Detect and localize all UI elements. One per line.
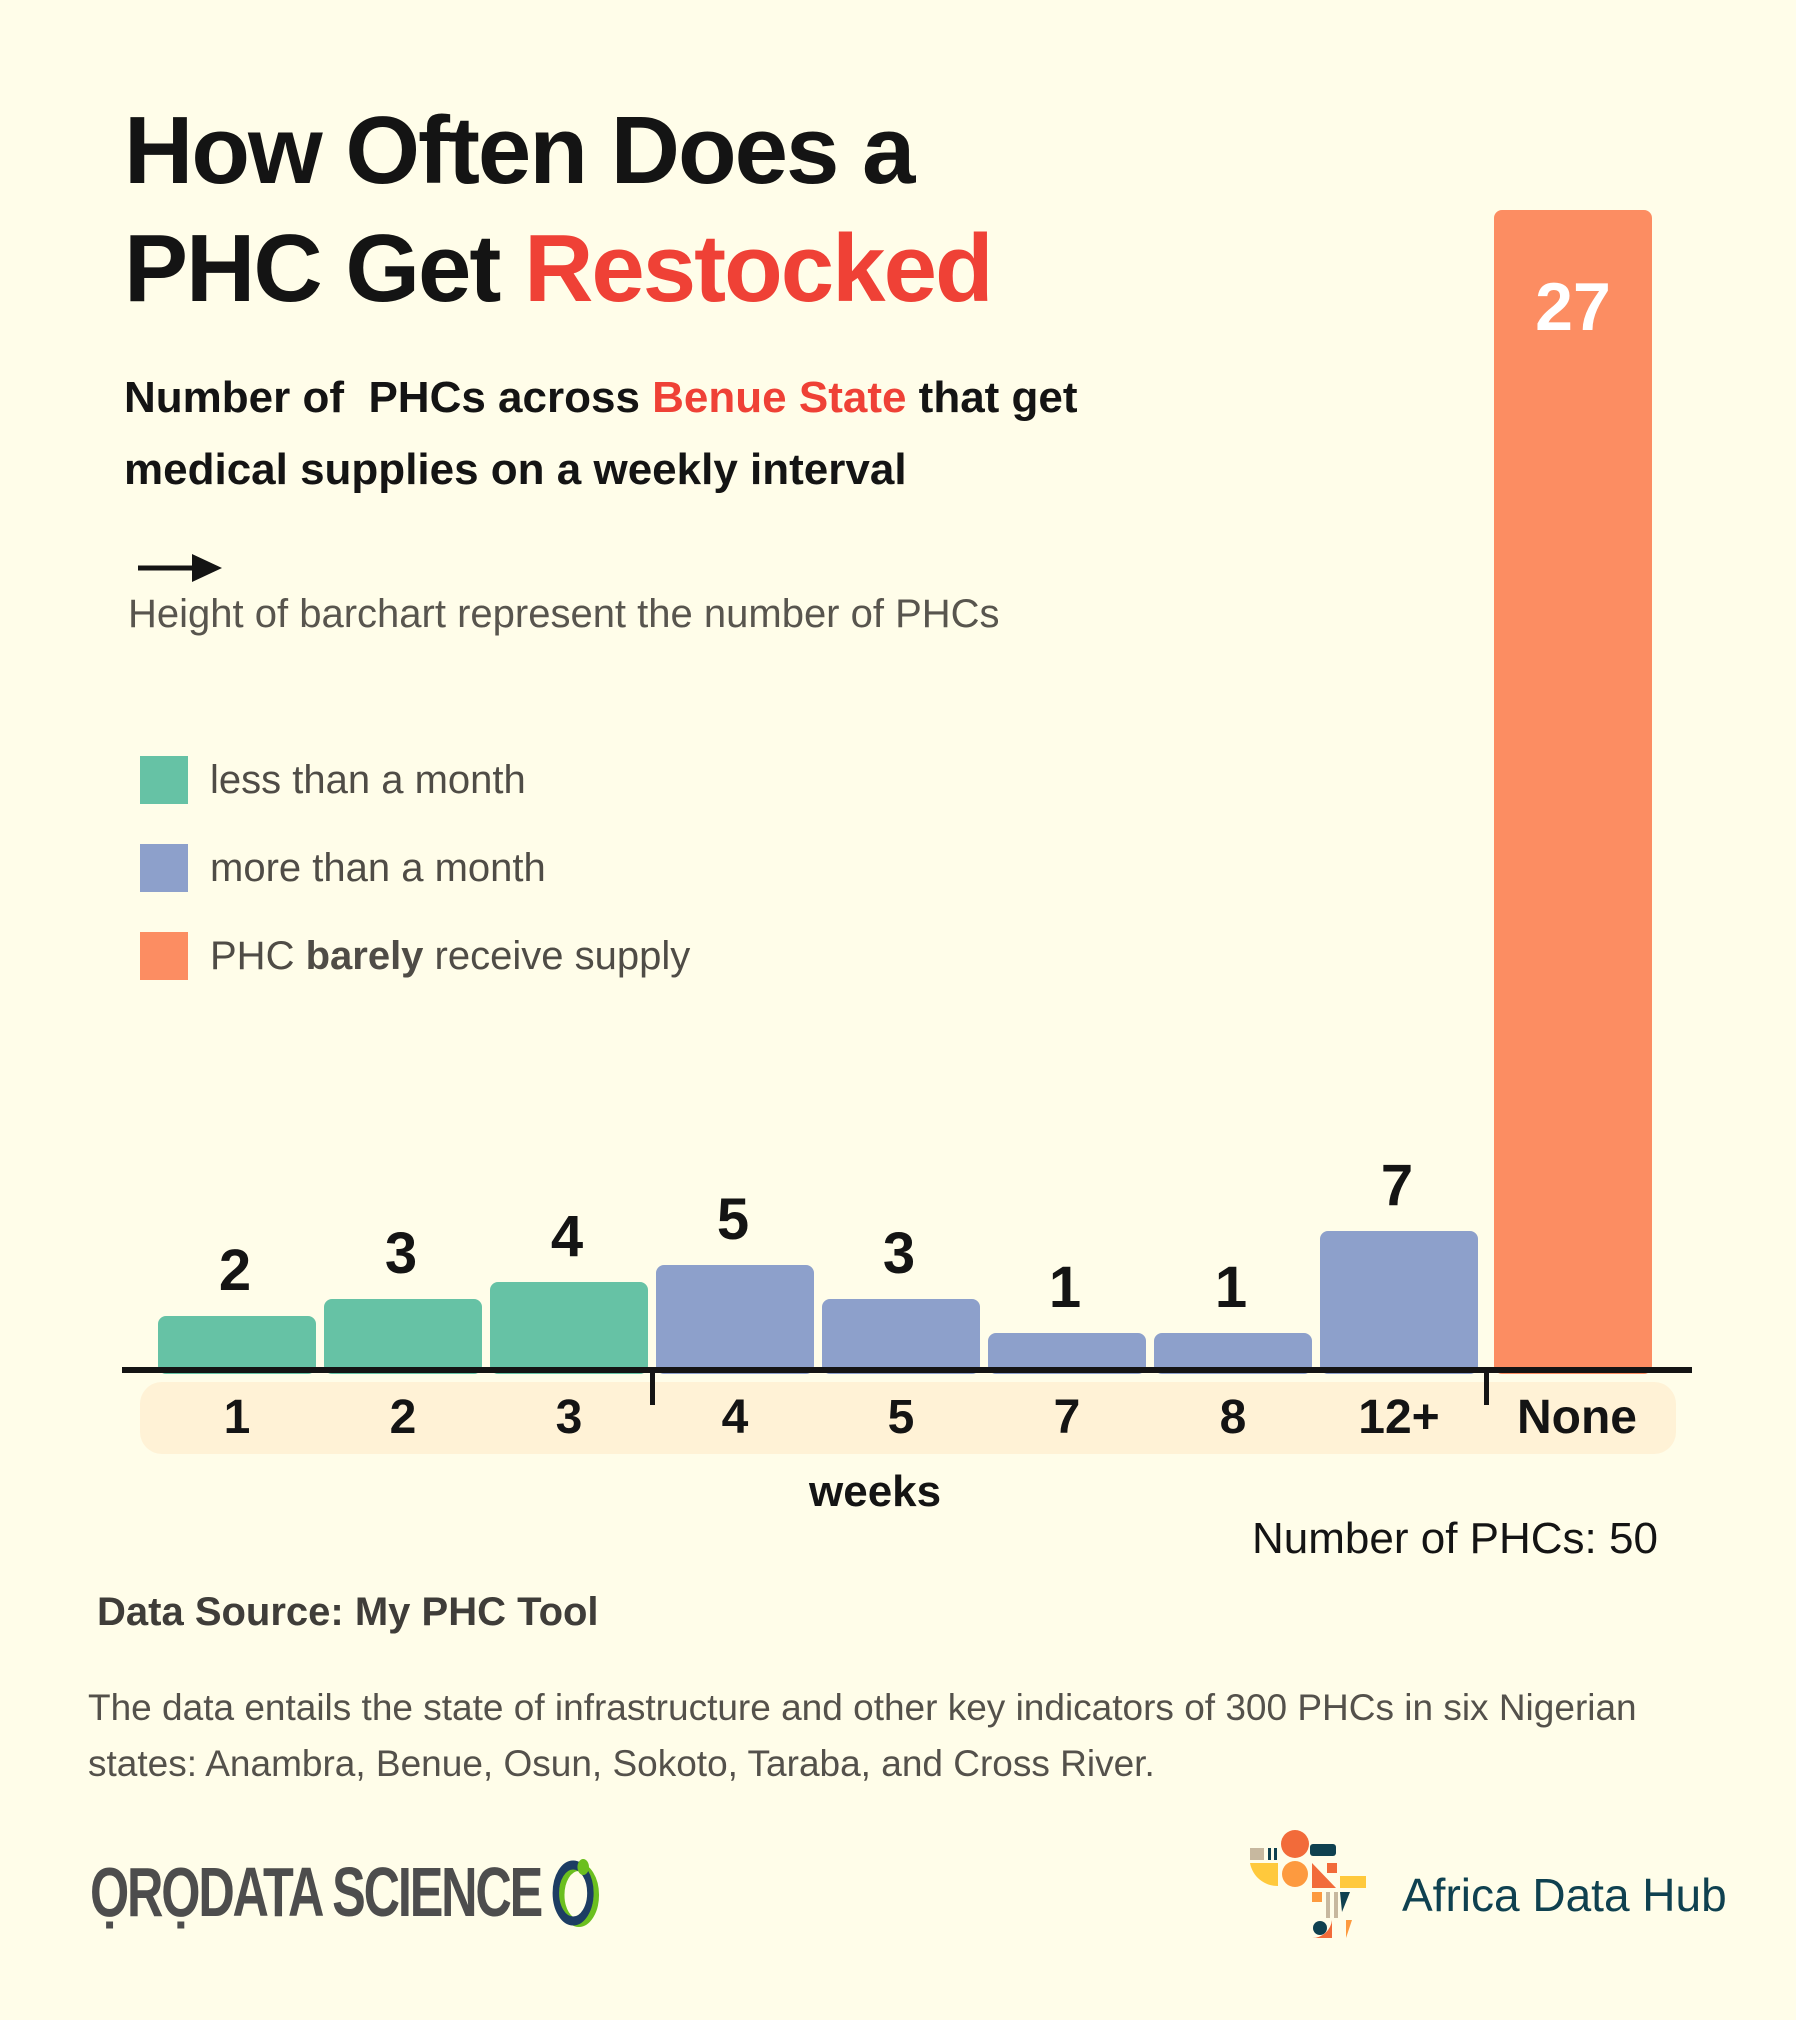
arrow-right-icon [138,554,222,582]
legend-item-less: less than a month [140,756,526,804]
bar-chart: 2 3 4 5 3 1 1 7 27 [158,210,1652,1374]
bar-value-label: 5 [717,1187,749,1252]
legend-swatch-barely [140,932,188,980]
chart-subtitle: Number of PHCs across Benue State that g… [124,362,1078,506]
africa-data-hub-text: Africa Data Hub [1402,1869,1727,1921]
x-axis-label-band [140,1382,1676,1454]
total-count: Number of PHCs: 50 [1252,1514,1658,1563]
x-tick-label: 4 [721,1391,749,1444]
x-tick-label: None [1517,1391,1637,1444]
africa-map-icon [1250,1830,1366,1939]
bar-value-label: 4 [551,1204,583,1269]
legend-label: more than a month [210,845,546,890]
bar-value-label: 3 [385,1221,417,1286]
chart-note: Height of barchart represent the number … [128,592,1000,636]
x-axis-title: weeks [809,1467,942,1516]
legend-label: less than a month [210,757,526,802]
bar-4 [656,1265,814,1374]
x-tick-label: 2 [389,1391,417,1444]
x-tick-label: 3 [555,1391,583,1444]
bar-value-label: 7 [1381,1153,1413,1218]
bar-value-label: 2 [219,1238,251,1303]
group-divider-tick [650,1373,655,1405]
bar-value-label: 1 [1049,1255,1081,1320]
x-tick-label: 5 [887,1391,915,1444]
title-line-2: PHC Get Restocked [124,210,994,328]
subtitle-line2: medical supplies on a weekly interval [124,445,907,494]
bar-1 [158,1316,316,1374]
africa-data-hub-logo: Africa Data Hub [1250,1830,1727,1960]
orodata-ring-icon [552,1859,599,1927]
bar-2 [324,1299,482,1374]
title-prefix: PHC Get [124,215,525,322]
orodata-logo-text: ỌRỌDATA SCIENCE [90,1853,543,1931]
x-tick-label: 8 [1219,1391,1247,1444]
x-tick-label: 1 [223,1391,251,1444]
bar-7 [988,1333,1146,1374]
group-divider-tick [1484,1373,1489,1405]
x-tick-label: 7 [1053,1391,1081,1444]
bar-12+ [1320,1231,1478,1374]
bar-8 [1154,1333,1312,1374]
data-source: Data Source: My PHC Tool [97,1590,599,1634]
bar-value-label: 3 [883,1221,915,1286]
legend-item-barely: PHC barely receive supply [140,932,690,980]
bar-3 [490,1282,648,1374]
chart-title: How Often Does a PHC Get Restocked [124,92,994,328]
legend-label: PHC barely receive supply [210,933,691,978]
data-description: The data entails the state of infrastruc… [88,1687,1637,1784]
orodata-science-logo: ỌRỌDATA SCIENCE [90,1852,604,1932]
subtitle-accent: Benue State [652,373,907,422]
subtitle-part2: that get [906,373,1078,422]
legend-item-more: more than a month [140,844,546,892]
x-tick-label: 12+ [1358,1391,1440,1444]
bar-None [1494,210,1652,1374]
title-accent: Restocked [524,215,994,322]
bar-value-label: 1 [1215,1255,1247,1320]
bar-value-label: 27 [1535,269,1611,345]
legend-swatch-less [140,756,188,804]
title-line-1: How Often Does a [124,97,915,204]
subtitle-part1: Number of PHCs across [124,373,653,422]
legend-swatch-more [140,844,188,892]
x-axis-line [122,1367,1692,1373]
bar-5 [822,1299,980,1374]
